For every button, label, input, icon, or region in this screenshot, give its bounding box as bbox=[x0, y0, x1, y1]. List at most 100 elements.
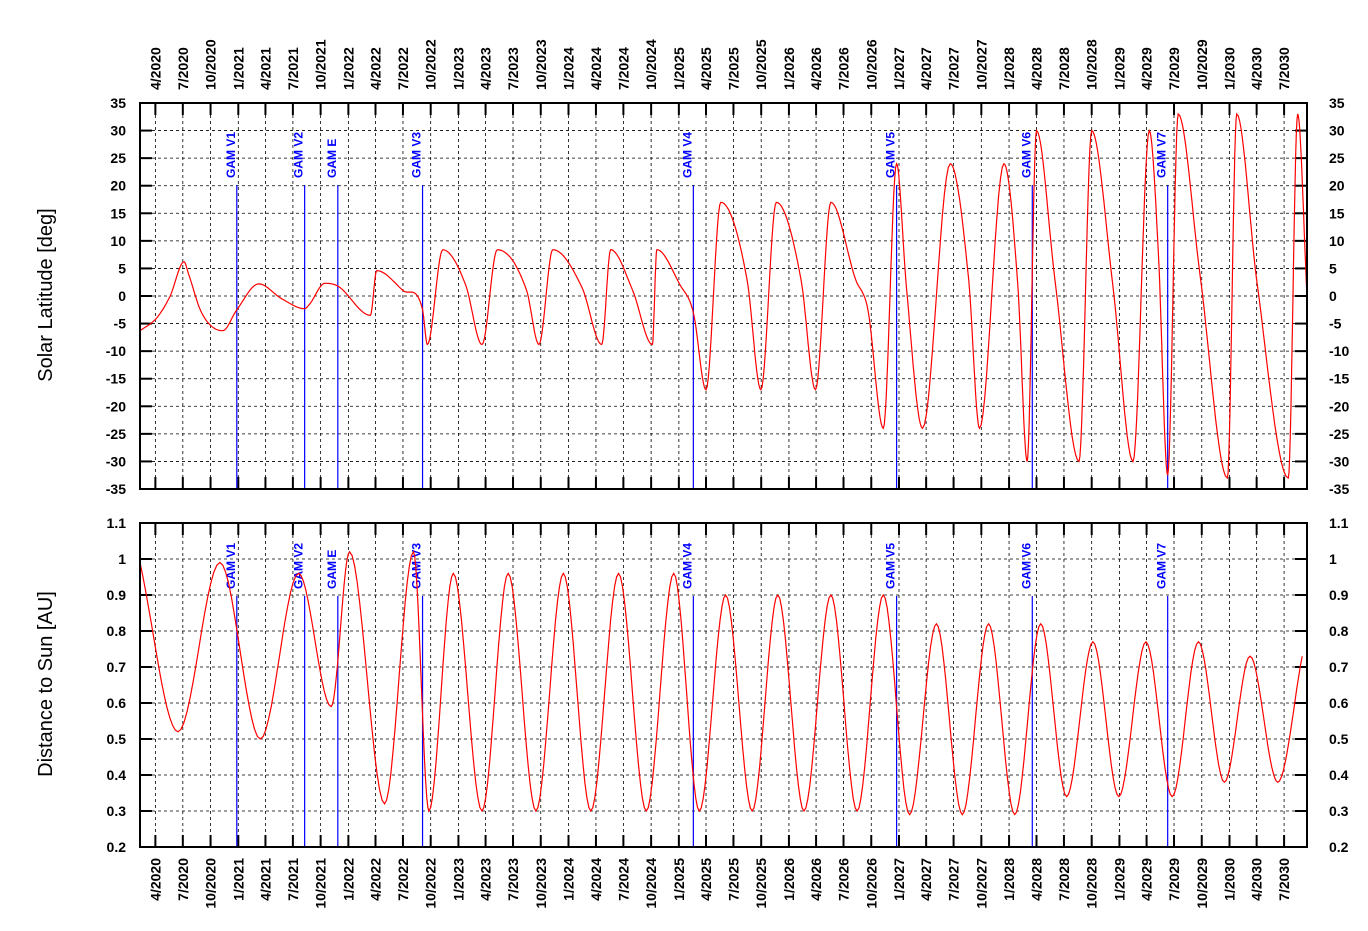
x-tick-label-bottom: 7/2024 bbox=[615, 858, 631, 901]
x-tick-label-top: 4/2021 bbox=[257, 47, 273, 90]
x-tick-label-top: 7/2025 bbox=[725, 47, 741, 90]
x-tick-label-bottom: 7/2030 bbox=[1276, 858, 1292, 901]
y-tick-label-left: -30 bbox=[106, 453, 126, 469]
y-tick-label-left: -10 bbox=[106, 343, 126, 359]
y-tick-label-left: 0.9 bbox=[107, 587, 127, 603]
x-tick-label-bottom: 1/2028 bbox=[1001, 858, 1017, 901]
x-tick-label-bottom: 10/2023 bbox=[533, 858, 549, 909]
x-tick-label-top: 1/2024 bbox=[561, 47, 577, 90]
y-tick-label-left: 15 bbox=[110, 205, 126, 221]
event-label: GAM E bbox=[325, 550, 339, 589]
y-tick-label-right: 10 bbox=[1329, 233, 1345, 249]
y-tick-label-right: -10 bbox=[1329, 343, 1349, 359]
x-tick-label-top: 4/2027 bbox=[918, 47, 934, 90]
x-tick-label-top: 10/2022 bbox=[423, 39, 439, 90]
y-tick-label-right: 20 bbox=[1329, 178, 1345, 194]
x-tick-label-bottom: 10/2021 bbox=[313, 858, 329, 909]
x-tick-label-top: 10/2021 bbox=[313, 39, 329, 90]
y-tick-label-left: 0.2 bbox=[107, 839, 127, 855]
x-tick-label-top: 4/2029 bbox=[1139, 47, 1155, 90]
plot-frame bbox=[139, 522, 1308, 848]
y-tick-label-right: 30 bbox=[1329, 123, 1345, 139]
y-tick-label-left: 0.3 bbox=[107, 803, 127, 819]
x-tick-label-top: 1/2025 bbox=[671, 47, 687, 90]
y-tick-label-left: -25 bbox=[106, 426, 126, 442]
y-tick-label-left: 10 bbox=[110, 233, 126, 249]
x-tick-label-bottom: 10/2025 bbox=[753, 858, 769, 909]
y-tick-label-left: 0.8 bbox=[107, 623, 127, 639]
x-tick-label-top: 7/2020 bbox=[175, 47, 191, 90]
event-label: GAM E bbox=[325, 139, 339, 178]
y-tick-label-left: 0.7 bbox=[107, 659, 127, 675]
x-tick-label-top: 1/2021 bbox=[230, 47, 246, 90]
x-tick-label-top: 7/2027 bbox=[946, 47, 962, 90]
x-tick-label-top: 1/2026 bbox=[781, 47, 797, 90]
x-tick-label-bottom: 4/2027 bbox=[918, 858, 934, 901]
x-tick-label-bottom: 10/2024 bbox=[643, 858, 659, 909]
y-tick-label-left: 35 bbox=[110, 95, 126, 111]
x-tick-label-bottom: 1/2024 bbox=[561, 858, 577, 901]
x-tick-label-top: 7/2024 bbox=[615, 47, 631, 90]
x-tick-label-bottom: 1/2025 bbox=[671, 858, 687, 901]
x-tick-label-bottom: 1/2030 bbox=[1222, 858, 1238, 901]
bottom-date-axis: 4/2020 7/2020 10/2020 1/2021 4/2021 7/2021 10/… bbox=[147, 858, 1292, 909]
x-tick-label-bottom: 4/2022 bbox=[368, 858, 384, 901]
x-tick-label-bottom: 7/2025 bbox=[725, 858, 741, 901]
y-tick-label-right: 15 bbox=[1329, 205, 1345, 221]
x-tick-label-bottom: 10/2022 bbox=[423, 858, 439, 909]
event-label: GAM V4 bbox=[680, 132, 694, 178]
x-tick-label-bottom: 4/2025 bbox=[698, 858, 714, 901]
x-tick-label-top: 10/2029 bbox=[1194, 39, 1210, 90]
x-tick-label-top: 4/2028 bbox=[1029, 47, 1045, 90]
y-tick-label-right: 0.2 bbox=[1329, 839, 1349, 855]
x-tick-label-top: 10/2028 bbox=[1084, 39, 1100, 90]
x-tick-label-bottom: 10/2026 bbox=[863, 858, 879, 909]
y-tick-label-left: 20 bbox=[110, 178, 126, 194]
y-tick-label-right: 0.9 bbox=[1329, 587, 1349, 603]
x-tick-label-top: 1/2028 bbox=[1001, 47, 1017, 90]
x-tick-label-top: 4/2025 bbox=[698, 47, 714, 90]
y-tick-label-left: 0.6 bbox=[107, 695, 127, 711]
y-tick-label-right: 25 bbox=[1329, 150, 1345, 166]
x-tick-label-bottom: 7/2022 bbox=[395, 858, 411, 901]
event-label: GAM V4 bbox=[680, 543, 694, 589]
x-tick-label-bottom: 4/2020 bbox=[147, 858, 163, 901]
y-tick-label-right: 0.4 bbox=[1329, 767, 1349, 783]
y-tick-label-right: 1 bbox=[1329, 551, 1337, 567]
y-tick-label-left: -35 bbox=[106, 481, 126, 497]
x-tick-label-top: 7/2023 bbox=[505, 47, 521, 90]
y-tick-label-left: 25 bbox=[110, 150, 126, 166]
x-tick-label-top: 1/2022 bbox=[340, 47, 356, 90]
x-tick-label-bottom: 4/2029 bbox=[1139, 858, 1155, 901]
x-tick-label-bottom: 7/2028 bbox=[1056, 858, 1072, 901]
x-tick-label-top: 1/2023 bbox=[450, 47, 466, 90]
y-tick-label-left: 0.4 bbox=[107, 767, 127, 783]
x-tick-label-top: 4/2022 bbox=[368, 47, 384, 90]
x-tick-label-top: 7/2026 bbox=[836, 47, 852, 90]
event-label: GAM V7 bbox=[1155, 132, 1169, 178]
x-tick-label-bottom: 1/2026 bbox=[781, 858, 797, 901]
y-axis-label-distance: Distance to Sun [AU] bbox=[35, 591, 57, 777]
x-tick-label-bottom: 7/2020 bbox=[175, 858, 191, 901]
y-tick-label-right: 0 bbox=[1329, 288, 1337, 304]
y-tick-label-left: -15 bbox=[106, 371, 126, 387]
x-tick-label-bottom: 10/2020 bbox=[203, 858, 219, 909]
y-tick-label-right: -20 bbox=[1329, 398, 1349, 414]
plot-frame bbox=[139, 102, 1308, 490]
x-tick-label-bottom: 4/2026 bbox=[808, 858, 824, 901]
x-tick-label-top: 7/2029 bbox=[1166, 47, 1182, 90]
x-tick-label-top: 1/2030 bbox=[1222, 47, 1238, 90]
x-tick-label-bottom: 4/2023 bbox=[478, 858, 494, 901]
y-tick-label-right: -30 bbox=[1329, 453, 1349, 469]
distance-to-sun-panel: 0.2 0.2 0.3 0.3 0.4 0.4 0.5 0.5 0.6 0.6 0.7 0.7 0.8 0… bbox=[107, 515, 1349, 855]
x-tick-label-bottom: 7/2029 bbox=[1166, 858, 1182, 901]
x-tick-label-top: 7/2022 bbox=[395, 47, 411, 90]
y-tick-label-right: 0.3 bbox=[1329, 803, 1349, 819]
x-tick-label-top: 10/2023 bbox=[533, 39, 549, 90]
x-tick-label-top: 4/2024 bbox=[588, 47, 604, 90]
event-label: GAM V7 bbox=[1155, 543, 1169, 589]
event-label: GAM V3 bbox=[410, 543, 424, 589]
y-tick-label-left: 0.5 bbox=[107, 731, 127, 747]
x-tick-label-top: 7/2028 bbox=[1056, 47, 1072, 90]
